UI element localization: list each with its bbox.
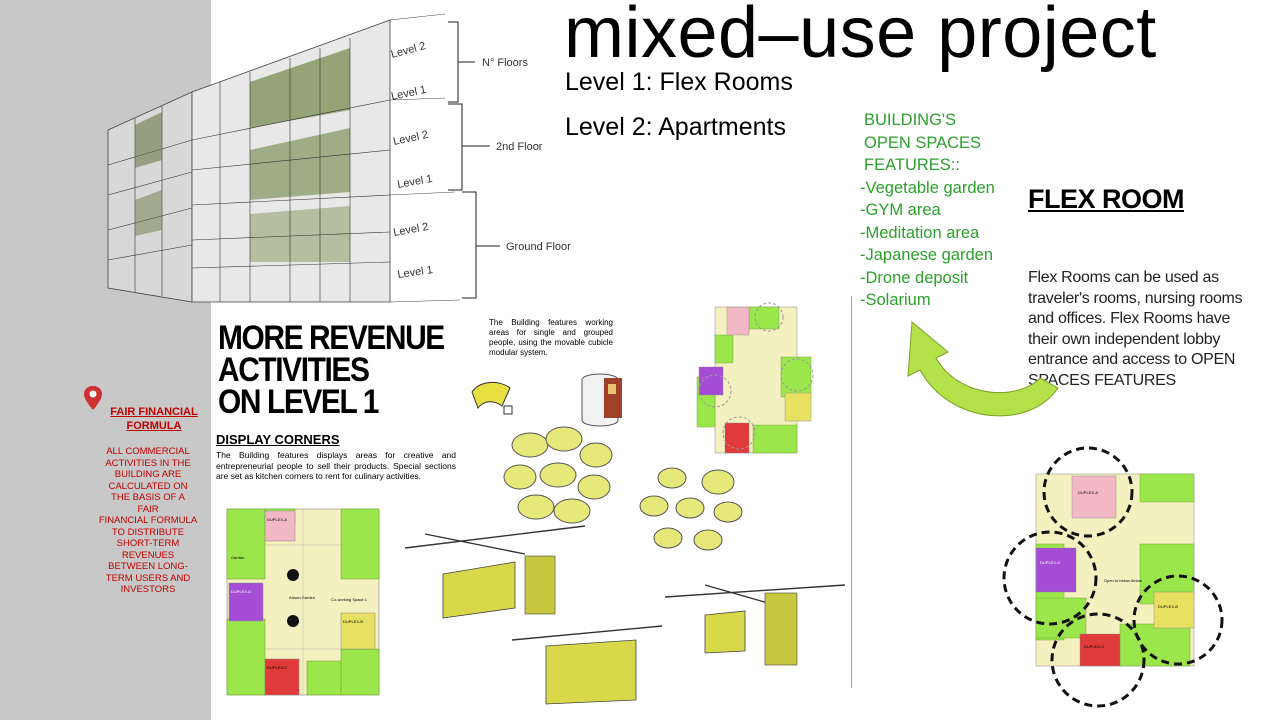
fair-formula-line: TO DISTRIBUTE [111, 526, 185, 538]
open-space-item: -Drone deposit [860, 268, 969, 287]
page-title: mixed–use project [564, 0, 1157, 73]
fair-formula-title: FAIR FINANCIAL FORMULA [110, 406, 198, 432]
cubicle-icon-tall [581, 373, 622, 427]
plan-label-duplex-c: DUPLEX-C [267, 665, 287, 670]
level-2-line: Level 2: Apartments [565, 113, 786, 141]
plan-label-duplex-a: DUPLEX-A [267, 517, 287, 522]
fair-formula-line: INVESTORS [120, 584, 176, 595]
plan-label-duplex-b: DUPLEX-B [343, 619, 363, 624]
fair-formula-line: ACTIVITIES IN THE [105, 457, 191, 469]
flex-room-title: FLEX ROOM [1028, 184, 1185, 214]
fair-formula-line: TERM USERS AND [105, 572, 191, 584]
open-space-item: -Meditation area [860, 223, 980, 242]
flex-plan-label-duplex-a: DUPLEX-A [1078, 490, 1098, 495]
label-second-floor: 2nd Floor [496, 141, 543, 153]
open-space-item: -Solarium [860, 291, 931, 309]
flex-plan-label-duplex-d: DUPLEX-D [1040, 560, 1060, 565]
flex-plan-label-duplex-c: DUPLEX-C [1084, 644, 1104, 649]
label-level2-low: Level 2 [392, 221, 429, 239]
fair-formula-line: CALCULATED ON [108, 480, 188, 492]
label-level1-mid: Level 1 [396, 173, 433, 191]
fair-formula-line: FINANCIAL FORMULA [98, 515, 198, 526]
open-space-item: -Vegetable garden [860, 178, 995, 197]
kitchen-module-1 [404, 525, 586, 619]
plan-label-duplex-d: DUPLEX-D [231, 589, 251, 594]
label-n-floors: N° Floors [482, 57, 528, 69]
fair-formula-line: FAIR [137, 503, 159, 515]
open-spaces-heading-3: FEATURES:: [864, 156, 960, 174]
fair-formula-line: ALL COMMERCIAL [106, 446, 190, 457]
flex-plan-label-open: Open to below Atrium [1104, 578, 1143, 583]
open-space-item: -Japanese garden [860, 246, 994, 264]
open-spaces-list: BUILDING'S OPEN SPACES FEATURES:: -Veget… [860, 109, 995, 312]
label-level1-top: Level 1 [390, 84, 427, 103]
cubicle-icon-small [471, 382, 513, 415]
fair-formula-line: BETWEEN LONG- [108, 561, 188, 572]
building-diagram: Level 2 Level 1 N° Floors Level 2 Level … [107, 13, 571, 303]
plan-label-coworking: Co-working Space 1 [331, 597, 368, 602]
plan-label-garden: Garden [231, 555, 244, 560]
level-1-line: Level 1: Flex Rooms [565, 68, 793, 96]
kitchen-module-3 [664, 584, 846, 666]
floor-plan-flex-room: DUPLEX-A DUPLEX-D DUPLEX-B DUPLEX-C Open… [1002, 446, 1224, 708]
plan-label-atrium: Atrium Garden [289, 595, 315, 600]
open-spaces-heading-1: BUILDING'S [864, 111, 957, 129]
revenue-title-line: ON LEVEL 1 [218, 383, 379, 421]
flex-plan-label-duplex-b: DUPLEX-B [1158, 604, 1178, 609]
display-corners-text: The Building features displays areas for… [216, 450, 456, 481]
kitchen-module-2 [511, 625, 663, 705]
open-spaces-heading-2: OPEN SPACES [864, 133, 982, 152]
label-level2-mid: Level 2 [392, 129, 429, 148]
fair-formula-text: ALL COMMERCIAL ACTIVITIES IN THE BUILDIN… [92, 446, 204, 596]
fair-formula-line: SHORT-TERM [116, 538, 180, 549]
floor-plan-level1 [696, 302, 814, 454]
fair-formula-line: THE BASIS OF A [111, 492, 185, 503]
label-ground-floor: Ground Floor [506, 241, 571, 253]
cubicle-cluster-1 [503, 426, 613, 524]
revenue-title-line: MORE REVENUE [218, 319, 445, 357]
curved-arrow-icon [907, 320, 1059, 417]
divider-line [851, 296, 852, 688]
flex-room-description: Flex Rooms can be used as traveler's roo… [1028, 269, 1243, 389]
cubicle-cluster-2 [639, 467, 743, 551]
location-pin-icon [84, 386, 102, 410]
label-level2-top: Level 2 [390, 40, 427, 61]
revenue-title-line: ACTIVITIES [218, 351, 370, 389]
display-corners-title: DISPLAY CORNERS [216, 432, 340, 447]
revenue-title: MORE REVENUE ACTIVITIES ON LEVEL 1 [218, 319, 445, 421]
label-level1-low: Level 1 [397, 264, 434, 281]
working-areas-text: The Building features working areas for … [489, 318, 613, 357]
fair-formula-line: REVENUES [121, 549, 175, 561]
open-space-item: -GYM area [860, 201, 941, 219]
fair-formula-line: BUILDING ARE [114, 469, 182, 480]
floor-plan-display-corners: DUPLEX-A DUPLEX-D DUPLEX-B DUPLEX-C Atri… [226, 508, 380, 696]
